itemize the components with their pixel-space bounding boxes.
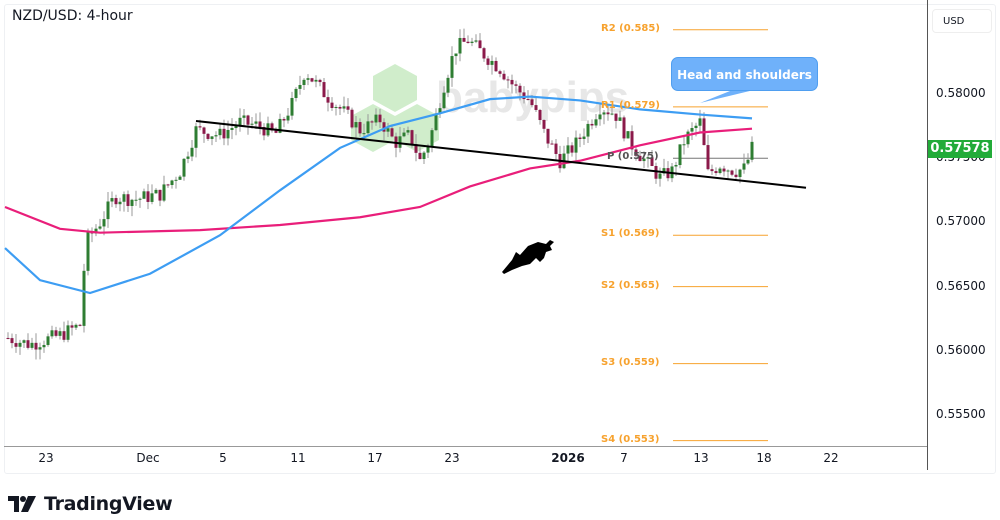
time-tick: 23 <box>38 451 54 465</box>
time-tick: 23 <box>444 451 460 465</box>
price-tick: 0.57000 <box>936 214 986 229</box>
time-tick: 13 <box>693 451 709 465</box>
pivot-label: S3 (0.559) <box>601 356 660 368</box>
bull-icon <box>502 240 554 274</box>
time-tick: 18 <box>756 451 772 465</box>
pivot-label: S1 (0.569) <box>601 228 660 240</box>
time-tick: Dec <box>136 451 160 465</box>
chart-frame <box>4 4 996 474</box>
time-tick: 11 <box>290 451 306 465</box>
tradingview-icon <box>8 496 36 512</box>
callout-pointer <box>700 89 758 103</box>
pivot-lines <box>673 29 768 442</box>
price-tick: 0.56500 <box>936 278 986 293</box>
candlesticks <box>6 28 754 360</box>
pivot-label: R2 (0.585) <box>601 22 660 34</box>
price-tick: 0.56000 <box>936 342 986 357</box>
price-tick: 0.58000 <box>936 86 986 100</box>
time-axis-divider <box>4 446 927 447</box>
pivot-label: R1 (0.579) <box>601 99 660 111</box>
chart-plot-area[interactable]: babypips <box>0 0 928 446</box>
neckline-trendline[interactable] <box>195 119 807 189</box>
time-tick: 5 <box>219 451 227 465</box>
head-and-shoulders-callout: Head and shoulders <box>671 57 818 91</box>
time-tick: 22 <box>823 451 839 465</box>
price-tick: 0.55500 <box>936 407 986 421</box>
pivot-label: S2 (0.565) <box>601 279 660 291</box>
chart-title: NZD/USD: 4-hour <box>12 8 133 24</box>
last-price-badge: 0.57578 <box>928 140 992 158</box>
time-tick: 2026 <box>551 451 585 465</box>
time-tick: 17 <box>367 451 383 465</box>
sma-slow-line <box>4 127 753 234</box>
sma-fast-line <box>4 95 753 295</box>
time-tick: 7 <box>620 451 628 465</box>
babypips-watermark: babypips <box>351 64 629 152</box>
currency-button[interactable]: USD <box>932 9 992 33</box>
pivot-label: S4 (0.553) <box>601 433 660 445</box>
tradingview-wordmark: TradingView <box>44 493 173 515</box>
tradingview-logo[interactable]: TradingView <box>8 493 173 515</box>
price-axis-divider <box>927 0 928 470</box>
pivot-label: P (0.575) <box>607 151 659 163</box>
